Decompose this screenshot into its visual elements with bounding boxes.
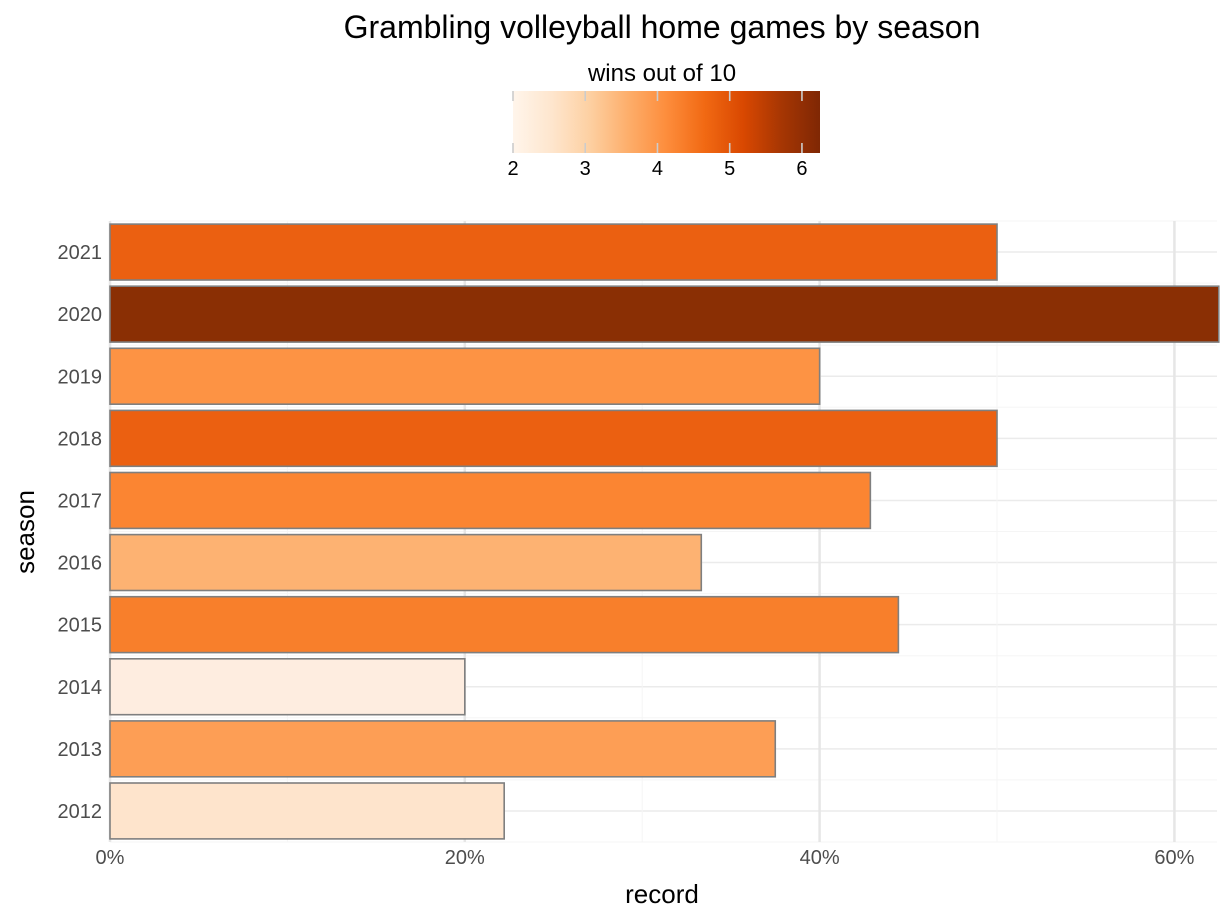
bar-2017 — [109, 471, 872, 530]
y-tick-label: 2019 — [58, 366, 103, 388]
x-tick-label: 40% — [800, 847, 840, 869]
bar-2020 — [109, 285, 1220, 343]
y-tick-label: 2012 — [58, 801, 103, 823]
y-tick-label: 2021 — [58, 242, 103, 264]
y-tick-label: 2013 — [58, 739, 103, 761]
x-tick-label: 20% — [445, 847, 485, 869]
x-axis-title: record — [625, 879, 699, 909]
bar-2013 — [109, 720, 777, 778]
legend-tick-label: 3 — [580, 158, 591, 180]
bar-2016 — [109, 533, 703, 592]
chart-title: Grambling volleyball home games by seaso… — [344, 9, 981, 45]
x-tick-label: 0% — [96, 847, 125, 869]
legend: wins out of 10 2 3 4 5 6 — [507, 60, 820, 180]
legend-title: wins out of 10 — [587, 60, 736, 87]
x-axis-ticks: 0% 20% 40% 60% — [96, 847, 1195, 869]
legend-ticks: 2 3 4 5 6 — [507, 91, 808, 180]
legend-tick-label: 6 — [796, 158, 807, 180]
bar-2019 — [109, 347, 821, 405]
bars — [109, 223, 1220, 840]
bar-2021 — [109, 223, 998, 281]
bar-2014 — [109, 658, 466, 716]
legend-colorbar — [513, 91, 820, 153]
x-tick-label: 60% — [1154, 847, 1194, 869]
bar-2012 — [109, 782, 505, 840]
bar-2018 — [109, 409, 998, 468]
y-tick-label: 2018 — [58, 428, 103, 450]
legend-tick-label: 4 — [652, 158, 663, 180]
y-tick-label: 2017 — [58, 490, 103, 512]
bar-2015 — [109, 595, 900, 654]
y-tick-label: 2020 — [58, 304, 103, 326]
y-tick-label: 2015 — [58, 615, 103, 637]
y-tick-label: 2014 — [58, 677, 103, 699]
y-axis-ticks: 2021 2020 2019 2018 2017 2016 2015 2014 2013 2012 — [58, 242, 103, 823]
legend-tick-label: 5 — [724, 158, 735, 180]
y-axis-title: season — [10, 490, 40, 574]
legend-tick-label: 2 — [507, 158, 518, 180]
y-tick-label: 2016 — [58, 553, 103, 575]
